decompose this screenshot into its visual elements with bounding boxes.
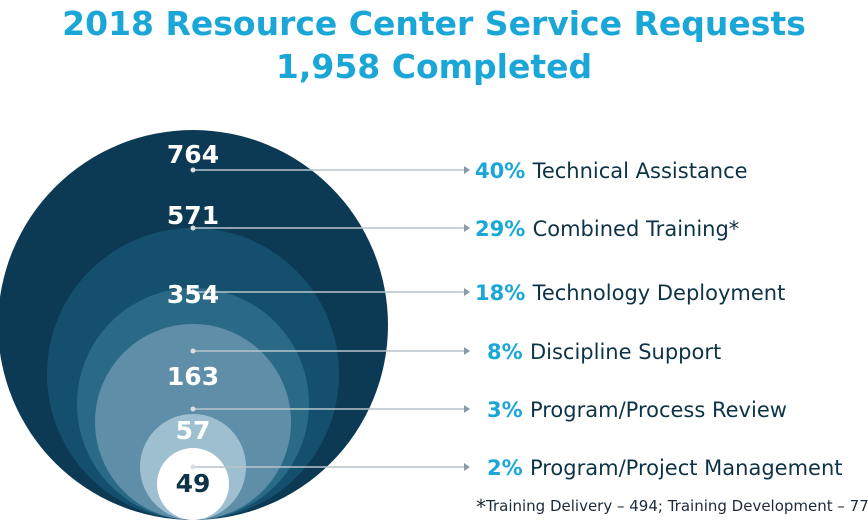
category-label-4: 3% Program/Process Review	[487, 398, 787, 422]
bubble-value-label-3: 163	[167, 362, 219, 391]
leader-arrow-0	[464, 166, 470, 174]
category-label-2: 18% Technology Deployment	[475, 281, 785, 305]
leader-arrow-2	[464, 288, 470, 296]
footnote: *Training Delivery – 494; Training Devel…	[476, 495, 868, 519]
leader-dot-1	[190, 225, 196, 231]
category-label-5: 2% Program/Project Management	[487, 456, 843, 480]
category-name-3: Discipline Support	[530, 340, 721, 364]
leader-arrow-4	[464, 405, 470, 413]
leader-dot-4	[190, 406, 196, 412]
category-name-5: Program/Project Management	[530, 456, 843, 480]
category-percent-4: 3%	[487, 398, 530, 422]
bubble-value-label-4: 57	[176, 416, 211, 445]
category-percent-1: 29%	[475, 217, 533, 241]
leader-dot-0	[190, 167, 196, 173]
category-percent-5: 2%	[487, 456, 530, 480]
bubble-value-label-0: 764	[167, 140, 219, 169]
category-label-1: 29% Combined Training*	[475, 217, 739, 241]
category-name-2: Technology Deployment	[532, 281, 786, 305]
leader-dot-2	[190, 289, 196, 295]
chart-title: 2018 Resource Center Service Requests 1,…	[0, 2, 868, 88]
category-name-0: Technical Assistance	[532, 159, 748, 183]
chart-title-line2: 1,958 Completed	[275, 47, 593, 86]
leader-arrow-1	[464, 224, 470, 232]
bubble-value-label-2: 354	[167, 280, 219, 309]
leader-arrow-5	[464, 463, 470, 471]
footnote-mark: *	[476, 495, 486, 519]
category-name-4: Program/Process Review	[530, 398, 787, 422]
footnote-text: Training Delivery – 494; Training Develo…	[486, 497, 868, 515]
category-percent-0: 40%	[475, 159, 533, 183]
category-name-1: Combined Training*	[533, 217, 740, 241]
leader-dot-5	[190, 464, 196, 470]
leader-arrow-3	[464, 347, 470, 355]
category-label-3: 8% Discipline Support	[487, 340, 721, 364]
bubble-value-label-5: 49	[176, 469, 211, 498]
bubble-value-label-1: 571	[167, 201, 219, 230]
category-label-0: 40% Technical Assistance	[475, 159, 748, 183]
bubble-5	[157, 448, 229, 520]
category-percent-2: 18%	[475, 281, 533, 305]
leader-dot-3	[190, 348, 196, 354]
chart-title-line1: 2018 Resource Center Service Requests	[62, 4, 806, 43]
category-percent-3: 8%	[487, 340, 530, 364]
